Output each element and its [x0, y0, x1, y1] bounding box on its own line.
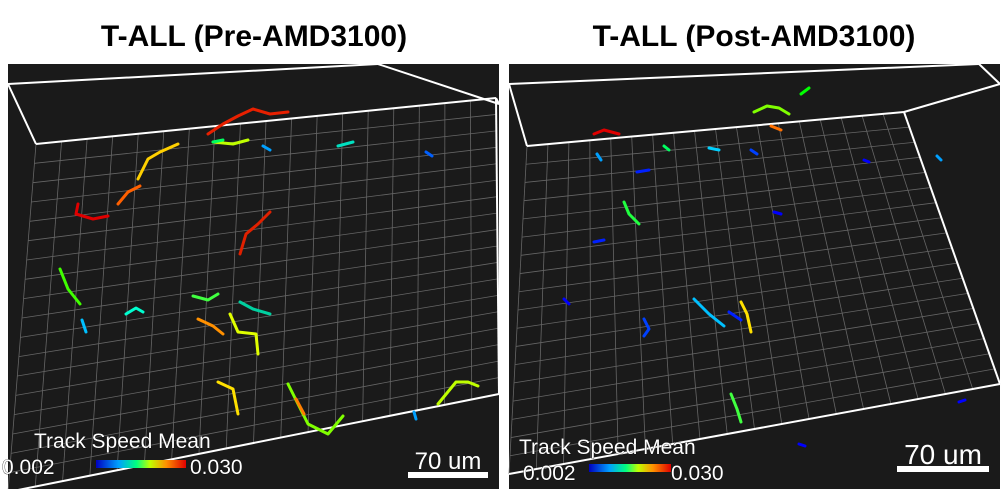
colorbar [96, 460, 186, 468]
track [136, 142, 180, 181]
track [116, 184, 142, 206]
track [772, 210, 783, 216]
track [622, 200, 641, 226]
box-edge [35, 97, 497, 145]
track [191, 292, 220, 302]
track [562, 297, 571, 306]
track [635, 168, 651, 174]
track [727, 310, 743, 322]
box-edge [508, 83, 528, 147]
panel-title: T-ALL (Pre-AMD3100) [101, 20, 407, 53]
grid-line [861, 115, 946, 395]
panel-title: T-ALL (Post-AMD3100) [593, 20, 916, 53]
colorbar-min: 0.002 [523, 462, 576, 485]
track [592, 238, 606, 244]
grid-line [882, 113, 974, 390]
track [797, 442, 807, 448]
track [752, 104, 791, 116]
track [862, 158, 871, 164]
scale-bar-label: 70 um [415, 448, 482, 475]
track [769, 124, 783, 132]
track [124, 306, 145, 316]
grid-line [11, 360, 499, 454]
colorbar-min: 0.002 [2, 456, 55, 479]
grid-line [509, 368, 995, 457]
panel: Track Speed Mean 0.002 0.030 70 um [508, 63, 1001, 489]
grid-line [510, 353, 990, 438]
colorbar-label: Track Speed Mean [34, 430, 211, 453]
track [935, 154, 943, 162]
track [642, 317, 651, 338]
grid-line [511, 338, 985, 420]
track [424, 150, 434, 158]
grid [508, 63, 1001, 475]
grid-line [9, 377, 499, 474]
scale-bar [897, 466, 989, 472]
track [216, 380, 240, 416]
colorbar-max: 0.030 [671, 462, 724, 485]
track [206, 107, 290, 136]
box-edge [495, 97, 500, 105]
track [336, 140, 355, 148]
box-edge [508, 383, 1001, 475]
track [595, 152, 603, 162]
track [261, 144, 272, 152]
box-edge [508, 63, 980, 85]
track [592, 128, 621, 136]
track [238, 210, 272, 256]
track [238, 300, 272, 316]
tracks [562, 86, 967, 448]
box-edge [495, 97, 500, 395]
track [692, 297, 726, 328]
track [412, 410, 418, 421]
tracks [58, 107, 480, 436]
track [739, 300, 753, 334]
track [58, 267, 82, 306]
scale-bar [408, 472, 488, 478]
track [228, 312, 260, 356]
track [211, 138, 225, 144]
track [436, 380, 480, 406]
track [294, 397, 306, 416]
colorbar [589, 464, 671, 472]
box-edge [17, 393, 500, 489]
box-edge [377, 63, 500, 105]
track [196, 317, 225, 336]
colorbar-max: 0.030 [190, 456, 243, 479]
track [74, 202, 110, 221]
box-edge [903, 83, 1001, 113]
box-edge [7, 83, 37, 145]
track [211, 138, 250, 146]
track [707, 146, 721, 152]
grid-line [470, 100, 473, 400]
grid-line [12, 344, 499, 435]
colorbar-label: Track Speed Mean [519, 436, 696, 459]
scale-bar-label: 70 um [904, 439, 982, 470]
box-edge [978, 63, 1001, 85]
box-edge [526, 111, 905, 147]
track [799, 86, 811, 96]
box-edge [7, 63, 379, 85]
track [957, 398, 967, 404]
track [80, 318, 88, 334]
panel: Track Speed Mean 0.002 0.030 70 um [2, 63, 500, 489]
track [286, 382, 345, 436]
track [662, 144, 671, 152]
box-edge [903, 111, 1001, 385]
track [749, 148, 759, 156]
track [729, 392, 743, 424]
